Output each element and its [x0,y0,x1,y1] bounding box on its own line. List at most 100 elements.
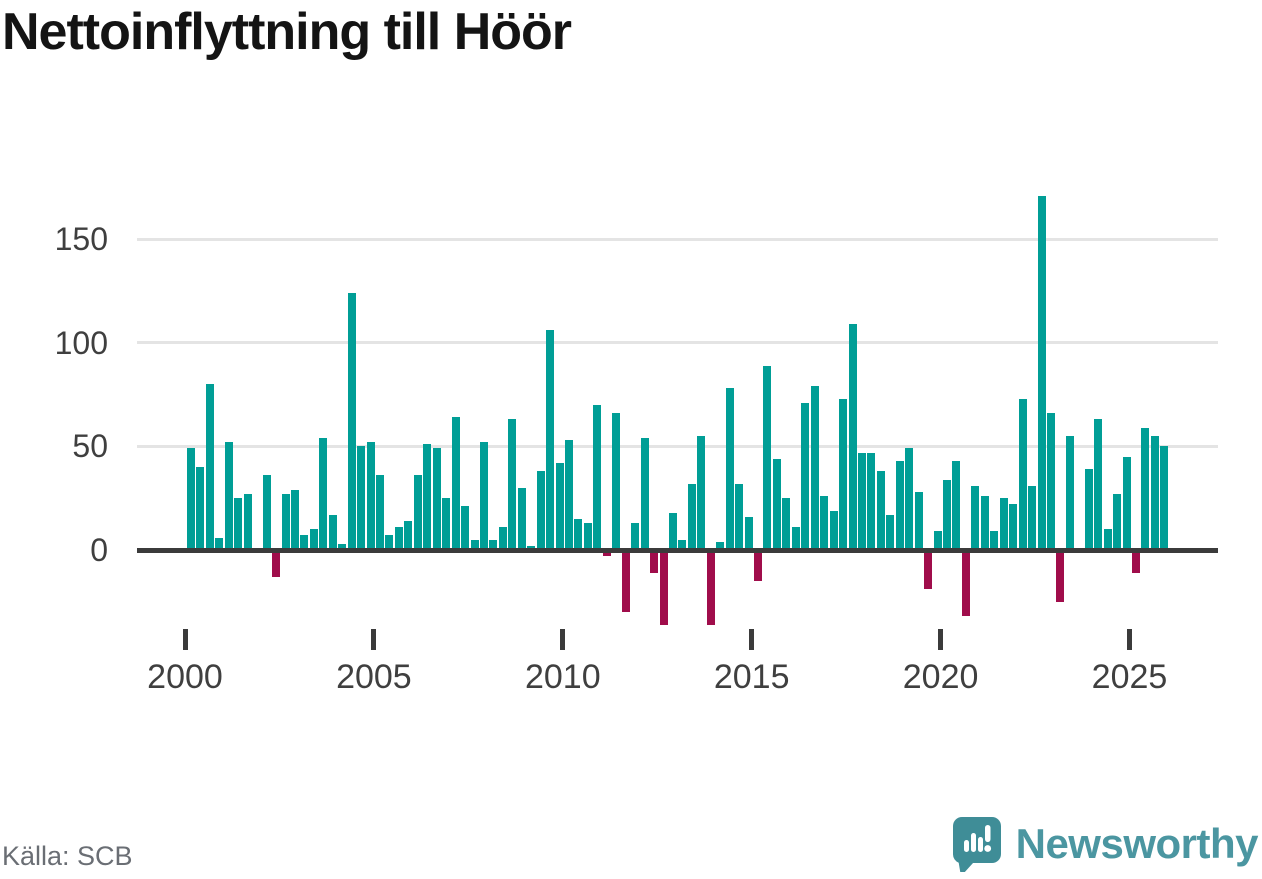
y-gridline-50 [137,444,1218,448]
bar [272,550,281,577]
bar [678,539,687,550]
bar [971,485,980,550]
bar [224,442,233,550]
bar [754,550,762,582]
bar [187,448,195,550]
bar [300,535,309,550]
x-tick-2025 [1127,629,1132,650]
bar [347,292,356,550]
bar [1028,485,1037,550]
y-axis-label-50: 50 [72,428,108,465]
bar [782,498,791,550]
bar [290,489,299,550]
bar [820,496,829,550]
logo-bubble [952,816,1001,872]
bar [659,550,668,625]
bar [281,494,290,550]
bar [357,446,366,550]
bar [1084,469,1093,550]
bar [319,438,328,550]
bar [1046,413,1055,550]
bar [205,384,214,550]
y-axis-label-150: 150 [54,221,108,258]
bar [933,531,942,550]
bar [980,496,989,550]
source-note: Källa: SCB [2,841,133,871]
bar [451,417,460,550]
logo-bar-3 [977,837,983,852]
logo-exclamation-stem [984,825,991,842]
y-gridline-100 [137,341,1218,345]
bar [905,448,914,550]
bar [687,483,696,550]
bar [735,483,744,550]
bar [394,527,403,550]
bar [413,475,422,550]
bar [385,535,394,550]
bar [404,520,413,550]
bar [640,438,649,550]
bar [234,498,243,550]
x-axis-label-2005: 2005 [336,658,412,696]
x-tick-2015 [749,629,755,650]
bar [668,512,677,550]
bar [470,539,479,550]
bar [1141,427,1150,550]
bar [1065,435,1074,550]
bar [621,550,630,613]
bar [810,386,819,550]
bar [990,531,999,550]
bar [999,498,1008,550]
bar [848,324,857,550]
bar [527,545,536,550]
bar [706,550,715,625]
bar [536,471,545,550]
logo-bar-1 [963,840,969,852]
logo-bar-2 [970,833,976,852]
bar [772,458,781,550]
bar [593,404,602,550]
chart-title: Nettoinflyttning till Höör [2,3,572,61]
bar [895,460,904,550]
bar [1113,494,1122,550]
bar [1037,195,1046,550]
bar [1103,529,1112,550]
bar [574,518,583,550]
bar [697,435,706,550]
bar [763,365,772,550]
bar [489,539,498,550]
x-axis-label-2000: 2000 [147,658,223,696]
bar [262,475,271,550]
bar [423,444,432,550]
x-axis-line [137,548,1218,553]
bar [1018,398,1027,550]
bar [725,388,734,550]
bar [943,479,951,550]
branding: Newsworthy [952,814,1259,874]
bar [612,413,621,550]
newsworthy-logo-icon [952,816,1001,872]
bar [952,460,961,550]
bar [442,498,451,550]
x-tick-2005 [371,629,377,650]
bar [376,475,384,550]
bar [366,442,375,550]
bar [914,491,923,550]
bar [1122,456,1131,550]
bar [791,527,800,550]
bar [215,537,224,550]
bar [961,550,970,617]
bar [1132,550,1140,573]
x-tick-2010 [560,629,566,650]
bar [801,402,810,550]
logo-exclamation-dot [983,845,991,852]
bar [508,419,517,550]
brand-name: Newsworthy [1015,820,1259,867]
x-axis-label-2020: 2020 [902,658,979,696]
bar [432,448,441,550]
bar [338,543,347,550]
bar [328,514,337,550]
bar [631,523,640,550]
x-axis-label-2025: 2025 [1091,658,1168,696]
